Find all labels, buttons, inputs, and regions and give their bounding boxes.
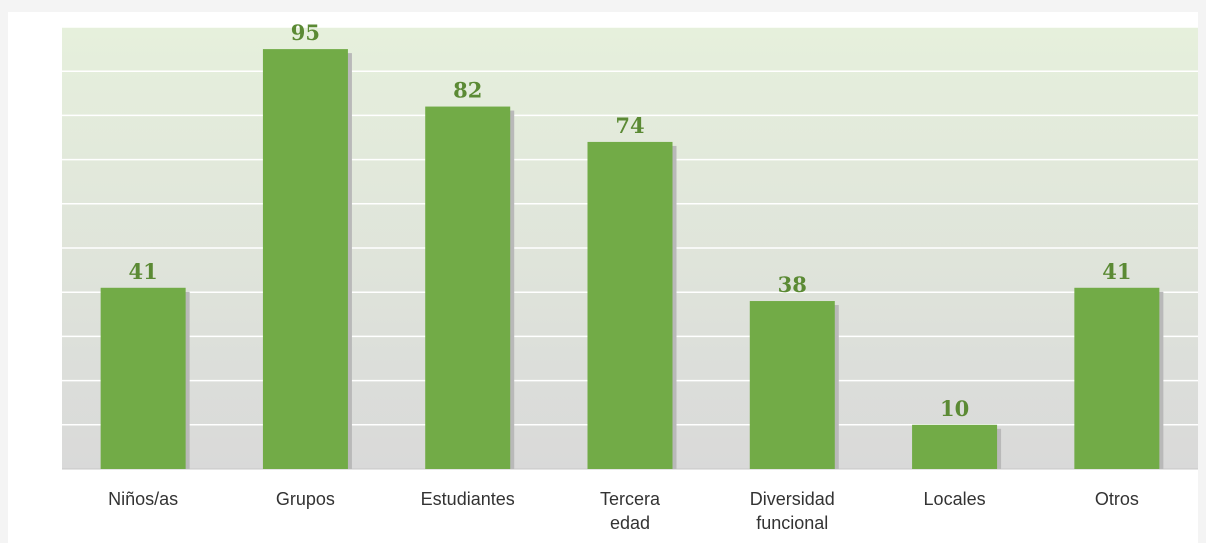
bar-value-label: 82 bbox=[453, 78, 482, 103]
bars-group bbox=[100, 49, 1164, 470]
category-label: Diversidad funcional bbox=[750, 489, 835, 533]
bar-value-label: 41 bbox=[1102, 259, 1131, 284]
category-label: Grupos bbox=[276, 489, 335, 509]
bar bbox=[749, 301, 835, 469]
category-label: Niños/as bbox=[108, 489, 178, 509]
category-label: Otros bbox=[1095, 489, 1139, 509]
bar-value-label: 95 bbox=[291, 20, 320, 45]
bar bbox=[100, 287, 186, 469]
bar bbox=[587, 141, 673, 470]
bar bbox=[262, 49, 348, 469]
value-labels-group: 41 95 82 74 38 10 41 bbox=[129, 20, 1132, 421]
bar bbox=[425, 106, 511, 469]
bar bbox=[912, 424, 998, 469]
category-label: Tercera edad bbox=[600, 489, 661, 533]
category-label: Estudiantes bbox=[421, 489, 515, 509]
bar-value-label: 74 bbox=[615, 113, 644, 138]
bar-value-label: 41 bbox=[129, 259, 158, 284]
bar-value-label: 10 bbox=[940, 396, 969, 421]
bar bbox=[1074, 287, 1160, 469]
category-label: Locales bbox=[924, 489, 986, 509]
bar-value-label: 38 bbox=[778, 272, 807, 297]
category-labels-group: Niños/as Grupos Estudiantes Tercera edad Dive… bbox=[108, 489, 1139, 533]
